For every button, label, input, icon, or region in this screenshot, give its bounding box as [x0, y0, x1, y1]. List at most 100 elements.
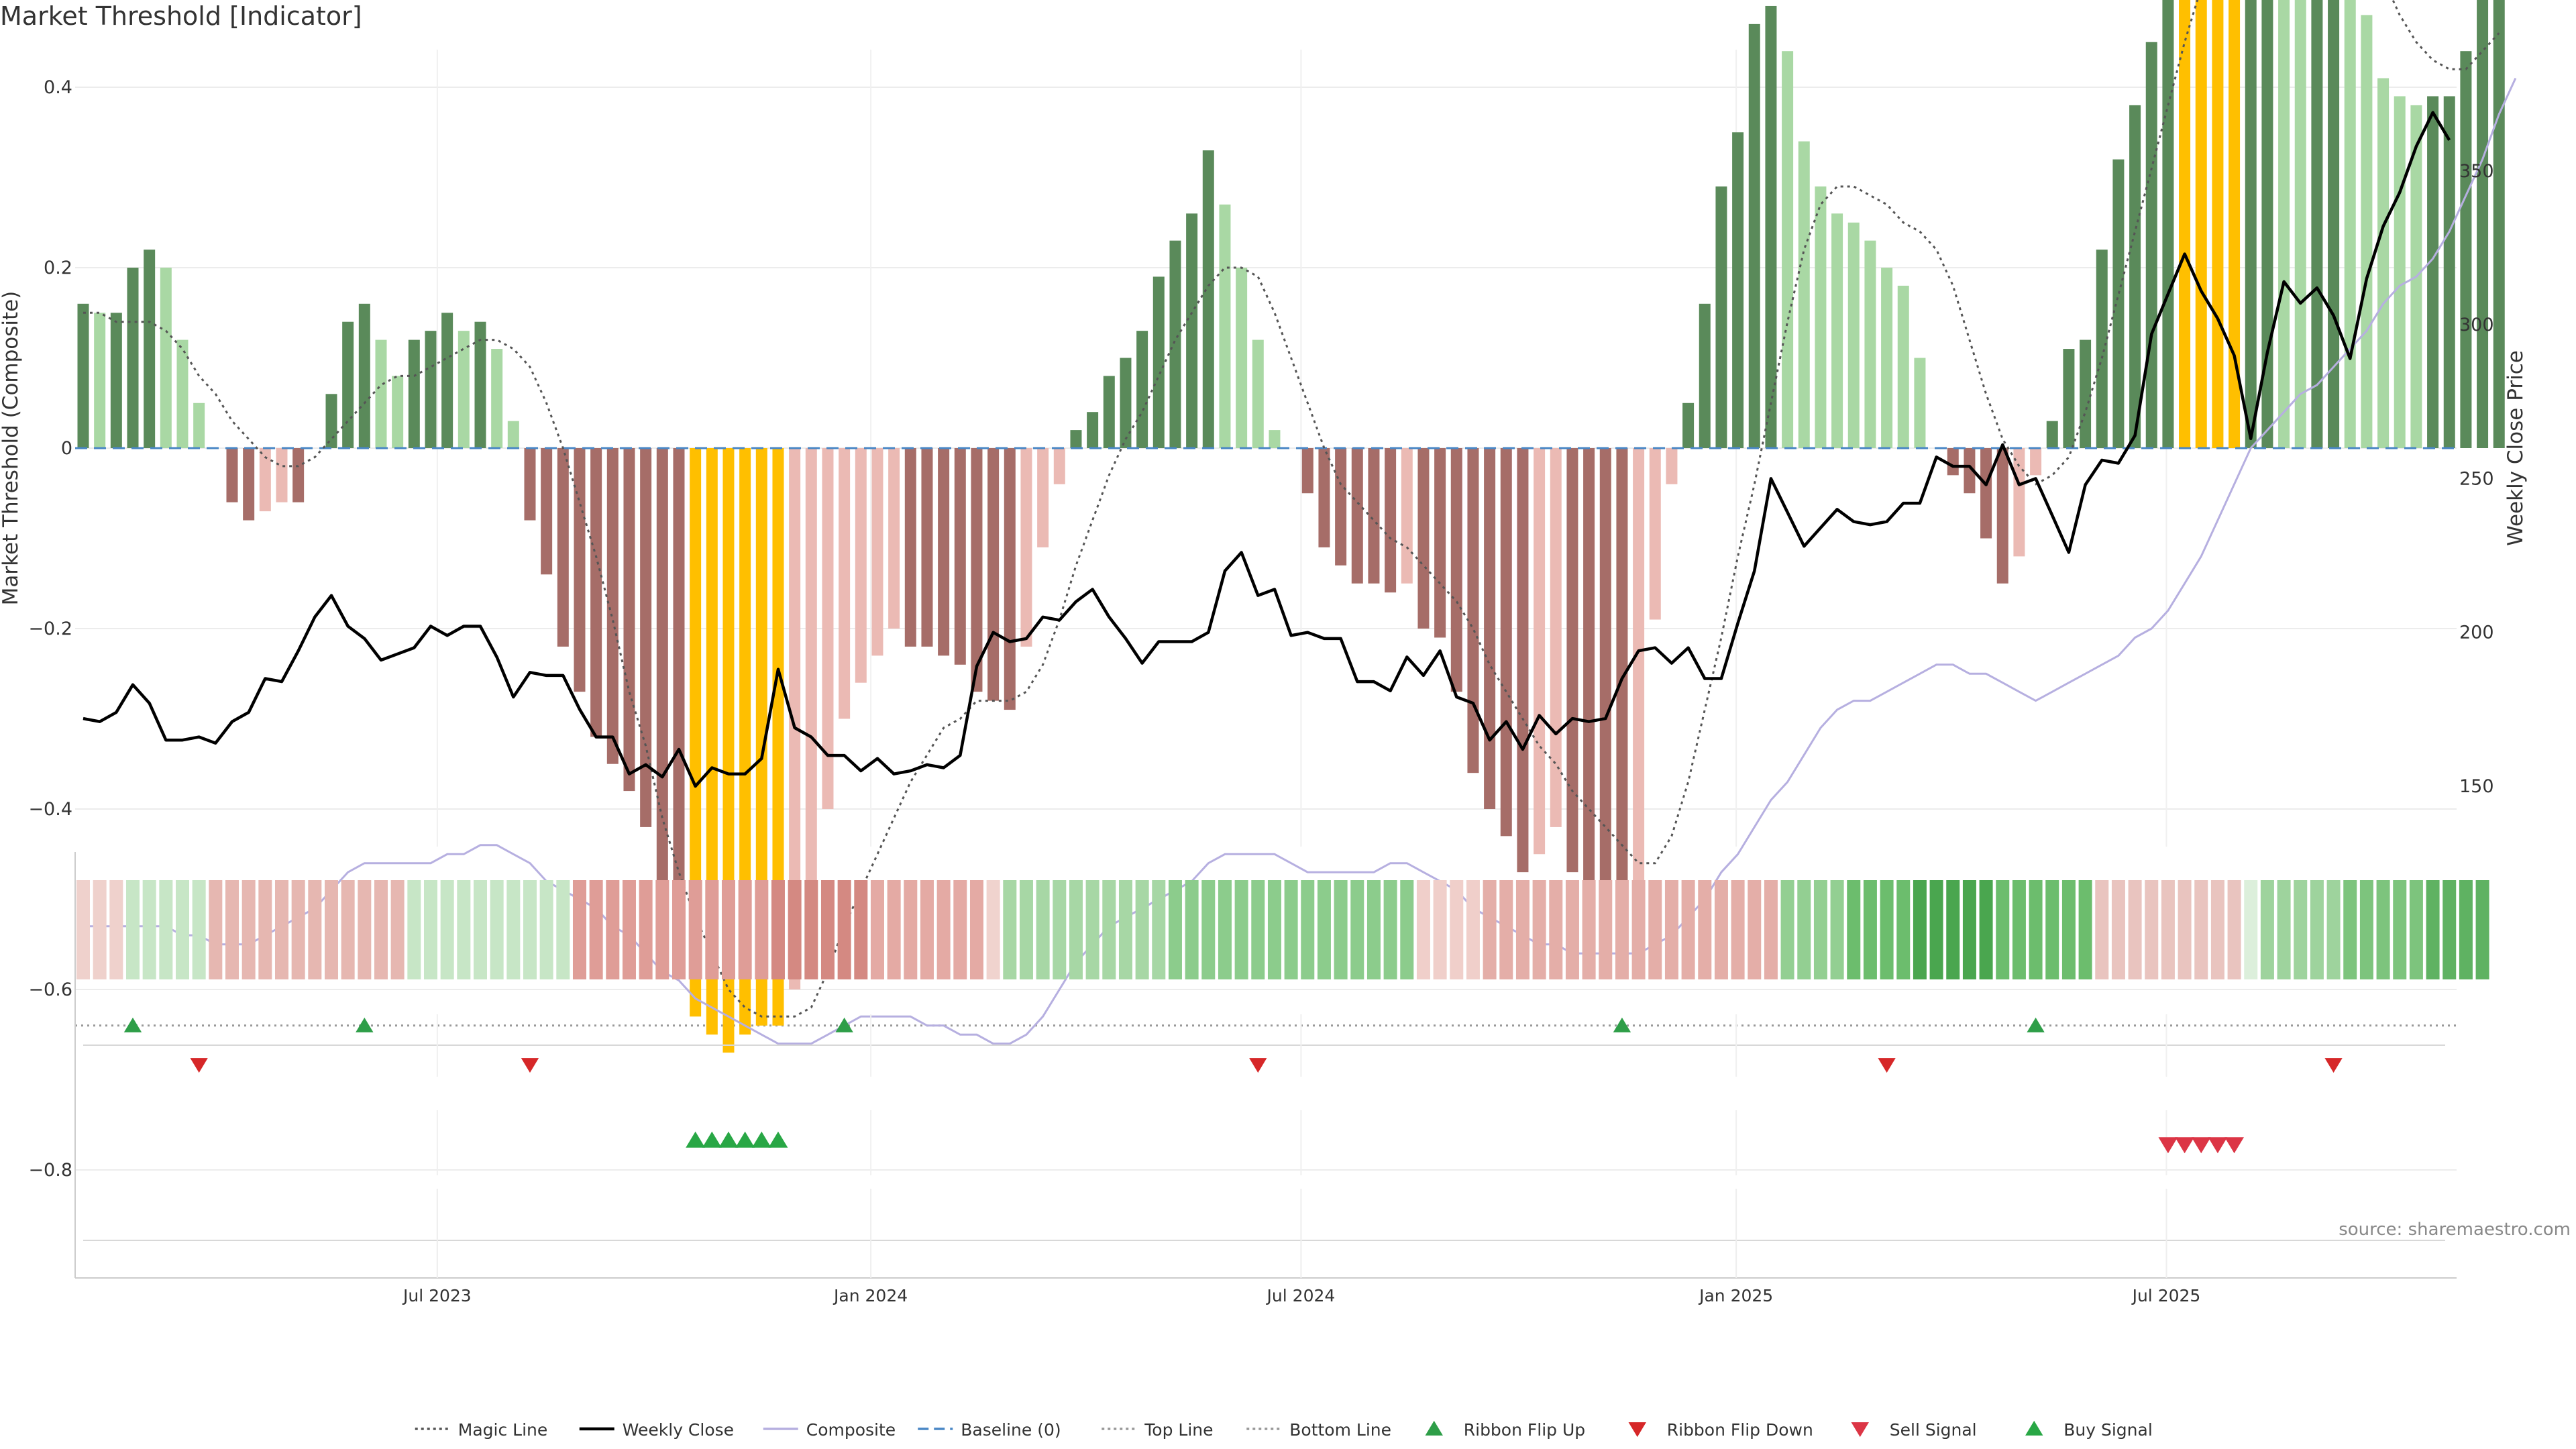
- ribbon-cell: [440, 880, 454, 979]
- ribbon-cell: [374, 880, 388, 979]
- left-axis-tick-label: 0.4: [44, 77, 72, 98]
- ribbon-cell: [1979, 880, 1993, 979]
- histogram-bar: [606, 448, 619, 764]
- ribbon-cell: [1731, 880, 1745, 979]
- ribbon-cell: [2443, 880, 2457, 979]
- magic-line: [83, 0, 2500, 1018]
- histogram-bar: [2030, 448, 2042, 476]
- legend-item-weekly-close: Weekly Close: [579, 1420, 734, 1440]
- legend-label: Ribbon Flip Up: [1464, 1420, 1585, 1440]
- ribbon-cell: [1450, 880, 1464, 979]
- ribbon-cell: [771, 880, 785, 979]
- ribbon-cell: [837, 880, 851, 979]
- ribbon-cell: [1036, 880, 1050, 979]
- histogram-bar: [1037, 448, 1049, 547]
- ribbon-cell: [1532, 880, 1546, 979]
- ribbon-cell: [1863, 880, 1877, 979]
- ribbon-cell: [241, 880, 256, 979]
- ribbon-cell: [1334, 880, 1348, 979]
- histogram-bar: [243, 448, 255, 521]
- histogram-bar: [921, 448, 933, 647]
- histogram-bar: [904, 448, 916, 647]
- ribbon-cell: [2078, 880, 2092, 979]
- ribbon-flip-up-marker: [835, 1017, 853, 1032]
- histogram-bar: [1004, 448, 1016, 710]
- ribbon-cell: [1946, 880, 1960, 979]
- ribbon-cell: [622, 880, 636, 979]
- ribbon-cell: [1996, 880, 2010, 979]
- ribbon-cell: [1185, 880, 1199, 979]
- weekly-close-line: [83, 111, 2451, 788]
- histogram-bar: [2443, 96, 2455, 448]
- histogram-bar: [888, 448, 900, 629]
- histogram-bar: [441, 313, 453, 448]
- ribbon-flip-up-marker: [123, 1017, 142, 1032]
- histogram-bar: [2046, 421, 2058, 448]
- sell-signal-marker: [2175, 1137, 2194, 1154]
- ribbon-cell: [2277, 880, 2291, 979]
- histogram-bar: [226, 448, 238, 502]
- chart-title: Market Threshold [Indicator]: [0, 1, 362, 31]
- ribbon-cell: [870, 880, 884, 979]
- ribbon-flip-up-marker: [1613, 1017, 1631, 1032]
- ribbon-cell: [159, 880, 173, 979]
- histogram-bar: [1236, 268, 1248, 448]
- left-axis-tick-label: 0.2: [44, 258, 72, 278]
- legend-label: Composite: [806, 1420, 896, 1440]
- legend-item-magic-line: Magic Line: [415, 1420, 547, 1440]
- left-axis-label: Market Threshold (Composite): [0, 291, 23, 606]
- histogram-bar: [1732, 132, 1744, 448]
- ribbon-cell: [1681, 880, 1695, 979]
- histogram-bar: [541, 448, 553, 575]
- ribbon-cell: [1615, 880, 1629, 979]
- histogram-bar: [1169, 240, 1181, 448]
- ribbon-cell: [1648, 880, 1662, 979]
- histogram-bar: [375, 339, 387, 448]
- right-axis-label: Weekly Close Price: [2504, 350, 2528, 546]
- ribbon-cell: [192, 880, 206, 979]
- histogram-bar: [2311, 0, 2323, 449]
- ribbon-cell: [887, 880, 901, 979]
- buy-signal-marker: [702, 1131, 722, 1148]
- ribbon-cell: [1019, 880, 1033, 979]
- ribbon-cell: [1069, 880, 1083, 979]
- ribbon-cell: [1582, 880, 1596, 979]
- ribbon-cell: [606, 880, 620, 979]
- histogram-bar: [2328, 0, 2340, 448]
- histogram-bar: [2212, 0, 2224, 449]
- legend-label: Weekly Close: [623, 1420, 734, 1440]
- histogram-bar: [1020, 448, 1032, 647]
- ribbon-cell: [1797, 880, 1811, 979]
- histogram-bar: [127, 268, 139, 448]
- histogram-bar: [2145, 42, 2157, 448]
- histogram-bar: [1534, 448, 1546, 855]
- histogram-bar: [1715, 186, 1727, 448]
- ribbon-cell: [2244, 880, 2258, 979]
- histogram-bar: [408, 339, 420, 448]
- histogram-bar: [1467, 448, 1479, 773]
- ribbon-cell: [672, 880, 686, 979]
- ribbon-cell: [93, 880, 107, 979]
- histogram-bar: [954, 448, 966, 665]
- ribbon-cell: [2376, 880, 2390, 979]
- histogram-bar: [1699, 303, 1711, 448]
- histogram-bar: [2195, 0, 2207, 449]
- histogram-bar: [1335, 448, 1347, 566]
- ribbon-cell: [358, 880, 372, 979]
- ribbon-cell: [639, 880, 653, 979]
- left-axis-tick-label: −0.8: [28, 1160, 72, 1181]
- ribbon-cell: [1748, 880, 1762, 979]
- buy-signal-marker: [768, 1131, 788, 1148]
- ribbon-cell: [1102, 880, 1116, 979]
- histogram-bar: [1385, 448, 1397, 593]
- histogram-bar: [1897, 285, 1909, 448]
- histogram-bar: [2377, 78, 2390, 449]
- histogram-bar: [2427, 96, 2439, 448]
- histogram-bars: [77, 0, 2505, 1053]
- ribbon-cell: [1499, 880, 1513, 979]
- ribbon-cell: [1549, 880, 1563, 979]
- source-credit: source: sharemaestro.com: [2339, 1220, 2571, 1240]
- ribbon-cell: [721, 880, 735, 979]
- histogram-bar: [1301, 448, 1313, 494]
- threshold-lines: [75, 1024, 2457, 1027]
